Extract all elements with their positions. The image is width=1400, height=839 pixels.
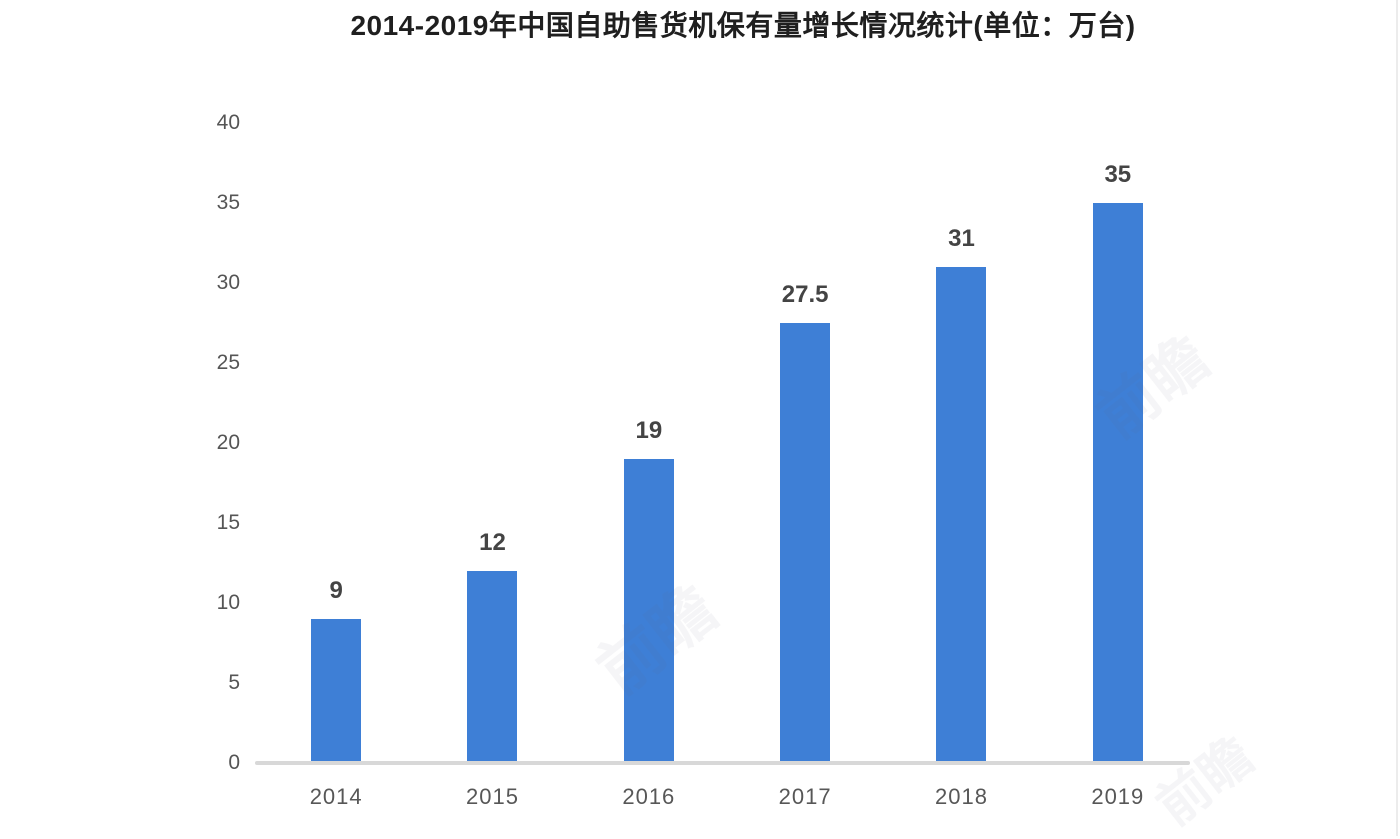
x-axis-line — [255, 761, 1190, 765]
bar-value-label: 35 — [1104, 161, 1132, 188]
bar-value-label: 12 — [479, 529, 506, 556]
y-tick-label: 5 — [228, 671, 240, 694]
y-tick-label: 40 — [216, 111, 240, 134]
x-tick-label: 2019 — [1091, 784, 1145, 809]
x-tick-label: 2015 — [466, 784, 519, 809]
bar — [936, 267, 987, 763]
x-tick-label: 2017 — [778, 784, 832, 809]
y-tick-label: 35 — [216, 191, 240, 214]
x-axis-labels: 2014 2015 2016 2017 2018 2019 — [258, 784, 1196, 810]
right-edge-line — [1396, 0, 1398, 836]
bar — [311, 619, 362, 763]
x-tick-label: 2014 — [309, 784, 363, 809]
y-tick-label: 0 — [228, 751, 240, 774]
y-tick-label: 15 — [216, 511, 240, 534]
bar-value-label: 31 — [948, 225, 975, 252]
bar-slot: 35 — [1040, 120, 1196, 763]
bar-slot: 31 — [883, 120, 1039, 763]
bar-value-label: 19 — [635, 417, 663, 444]
y-tick-label: 25 — [216, 351, 240, 374]
bar — [467, 571, 518, 763]
x-tick-label: 2018 — [935, 784, 988, 809]
bar-slot: 19 — [571, 120, 727, 763]
plot-area: 9 12 19 27.5 31 35 — [258, 120, 1196, 763]
y-tick-label: 20 — [216, 431, 240, 454]
y-tick-label: 10 — [216, 591, 240, 614]
bar-value-label: 27.5 — [781, 281, 829, 308]
x-tick-label: 2016 — [622, 784, 676, 809]
bar-slot: 9 — [258, 120, 414, 763]
chart-title: 2014-2019年中国自助售货机保有量增长情况统计(单位：万台) — [350, 10, 1136, 41]
bar — [780, 323, 831, 763]
bar-value-label: 9 — [329, 577, 343, 604]
bar-slot: 12 — [414, 120, 570, 763]
bar — [1092, 203, 1143, 763]
bar-slot: 27.5 — [727, 120, 883, 763]
y-tick-label: 30 — [216, 271, 240, 294]
bar — [623, 459, 674, 763]
